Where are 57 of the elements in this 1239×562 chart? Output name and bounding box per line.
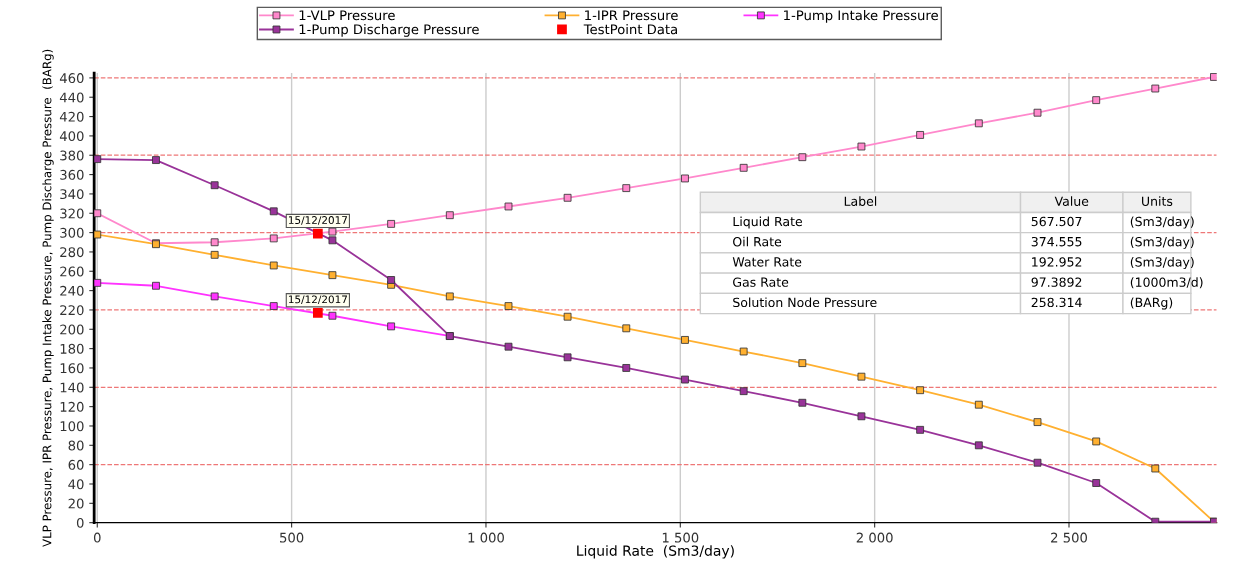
annotation: 258.314 xyxy=(1031,297,1082,308)
y-tick-label: 320 xyxy=(60,208,84,219)
legend-label: TestPoint Data xyxy=(583,24,677,35)
y-tick-label: 420 xyxy=(59,111,84,122)
x-axis-title: Liquid Rate (Sm3/day) xyxy=(577,545,734,559)
y-tick-label: 180 xyxy=(60,343,84,354)
y-tick-label: 160 xyxy=(60,363,84,374)
y-tick-label: 380 xyxy=(60,150,84,161)
y-tick-label: 60 xyxy=(68,459,84,470)
y-tick-label: 120 xyxy=(60,401,84,412)
y-tick-label: 400 xyxy=(59,131,84,142)
y-tick-label: 140 xyxy=(60,382,84,393)
y-tick-label: 280 xyxy=(60,247,84,258)
y-tick-label: 80 xyxy=(68,440,84,451)
annotation: Water Rate xyxy=(732,257,802,267)
annotation: 97.3892 xyxy=(1031,277,1082,287)
x-tick-label: 2 000 xyxy=(856,532,893,543)
y-tick-label: 40 xyxy=(68,479,84,490)
x-tick-label: 0 xyxy=(93,532,101,543)
y-tick-label: 300 xyxy=(60,227,84,238)
y-tick-label: 360 xyxy=(60,169,84,180)
y-tick-label: 220 xyxy=(60,305,84,316)
annotation: (BARg) xyxy=(1130,297,1173,310)
legend-label: 1-IPR Pressure xyxy=(585,10,678,21)
annotation: Value xyxy=(1054,196,1089,206)
annotation: Liquid Rate xyxy=(733,216,803,229)
annotation: (Sm3/day) xyxy=(1130,216,1194,229)
legend-label: 1-Pump Discharge Pressure xyxy=(299,24,479,37)
annotation: (Sm3/day) xyxy=(1130,236,1194,249)
annotation: 15/12/2017 xyxy=(288,295,347,305)
x-tick-label: 1 000 xyxy=(468,532,504,543)
annotation: (Sm3/day) xyxy=(1130,256,1194,270)
y-tick-label: 440 xyxy=(59,92,84,103)
x-tick-label: 500 xyxy=(280,532,304,543)
legend-label: 1-VLP Pressure xyxy=(299,10,395,21)
y-tick-label: 0 xyxy=(76,517,84,528)
annotation: 567.507 xyxy=(1031,216,1082,227)
legend-label: 1-Pump Intake Pressure xyxy=(784,9,938,23)
annotation: 192.952 xyxy=(1032,257,1082,267)
y-tick-label: 100 xyxy=(60,421,84,432)
y-tick-label: 340 xyxy=(60,189,84,200)
y-axis-title: VLP Pressure, IPR Pressure, Pump Intake Pressure, Pump Discharge Pressure (BARg) xyxy=(42,49,54,547)
y-tick-label: 260 xyxy=(60,266,84,277)
annotation: 15/12/2017 xyxy=(288,216,347,225)
y-tick-label: 240 xyxy=(60,285,84,296)
annotation: Solution Node Pressure xyxy=(733,297,877,308)
annotation: Units xyxy=(1142,196,1173,206)
y-tick-label: 20 xyxy=(68,498,84,509)
annotation: Label xyxy=(844,196,877,206)
y-tick-label: 460 xyxy=(59,73,84,84)
x-tick-label: 2 500 xyxy=(1051,532,1088,543)
annotation: Oil Rate xyxy=(733,236,782,247)
annotation: Gas Rate xyxy=(733,277,789,287)
x-tick-label: 1 500 xyxy=(662,532,699,543)
annotation: 374.555 xyxy=(1031,236,1082,247)
annotation: (1000m3/d) xyxy=(1130,277,1203,289)
y-tick-label: 200 xyxy=(60,324,84,335)
